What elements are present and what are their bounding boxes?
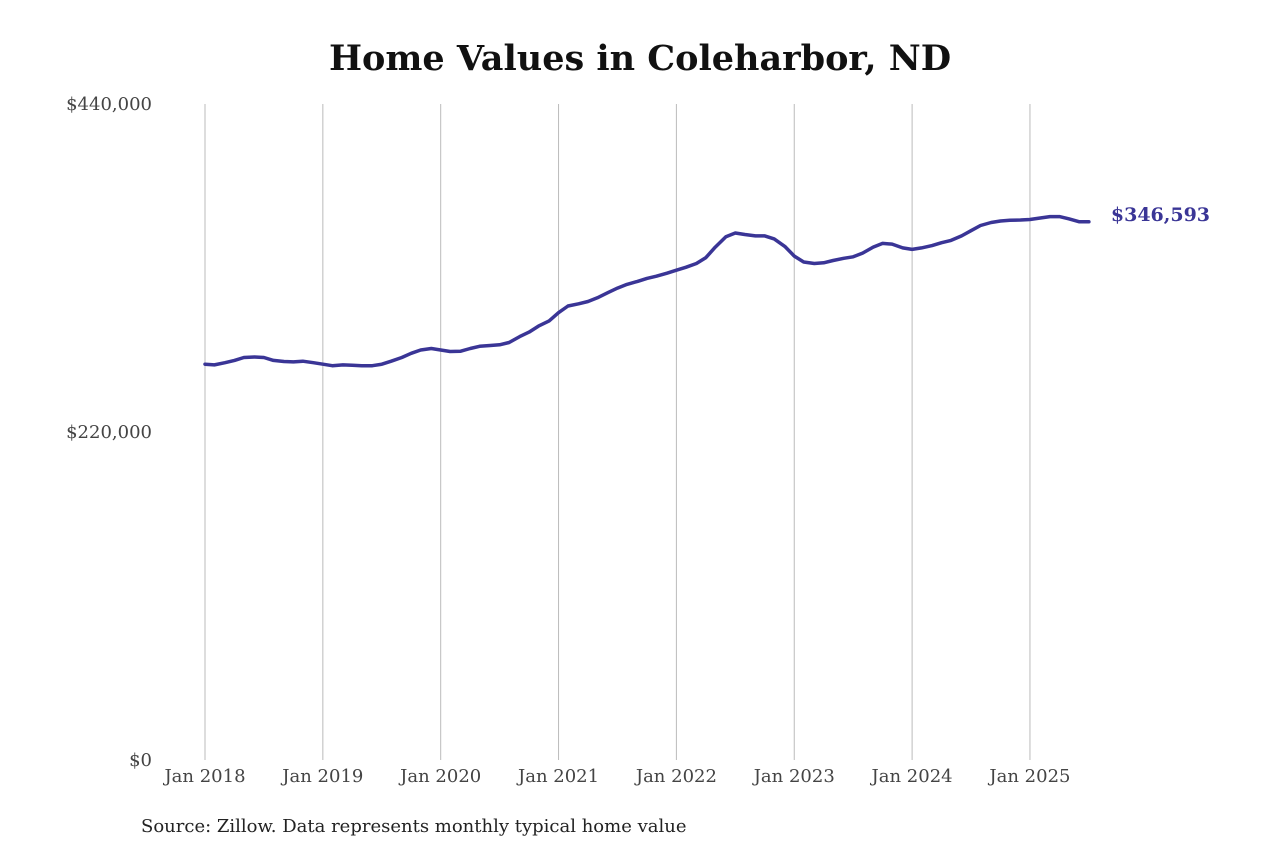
x-tick-label: Jan 2025	[987, 766, 1070, 787]
x-tick-label: Jan 2020	[398, 766, 481, 787]
chart-title: Home Values in Coleharbor, ND	[328, 38, 952, 79]
last-value-label: $346,593	[1111, 204, 1210, 226]
y-axis: $0 $220,000 $440,000	[66, 94, 152, 771]
gridlines	[204, 104, 1031, 760]
x-axis: Jan 2018 Jan 2019 Jan 2020 Jan 2021 Jan 2022…	[162, 766, 1070, 787]
source-note: Source: Zillow. Data represents monthly …	[141, 816, 687, 837]
x-tick-label: Jan 2023	[752, 766, 835, 787]
x-tick-label: Jan 2021	[516, 766, 599, 787]
series-line-0	[203, 214, 1091, 368]
series	[203, 214, 1091, 368]
y-tick-label: $220,000	[66, 422, 152, 443]
x-tick-label: Jan 2018	[162, 766, 245, 787]
x-tick-label: Jan 2022	[634, 766, 717, 787]
y-tick-label: $440,000	[66, 94, 152, 115]
x-tick-label: Jan 2019	[280, 766, 363, 787]
x-tick-label: Jan 2024	[870, 766, 953, 787]
y-tick-label: $0	[129, 750, 152, 771]
